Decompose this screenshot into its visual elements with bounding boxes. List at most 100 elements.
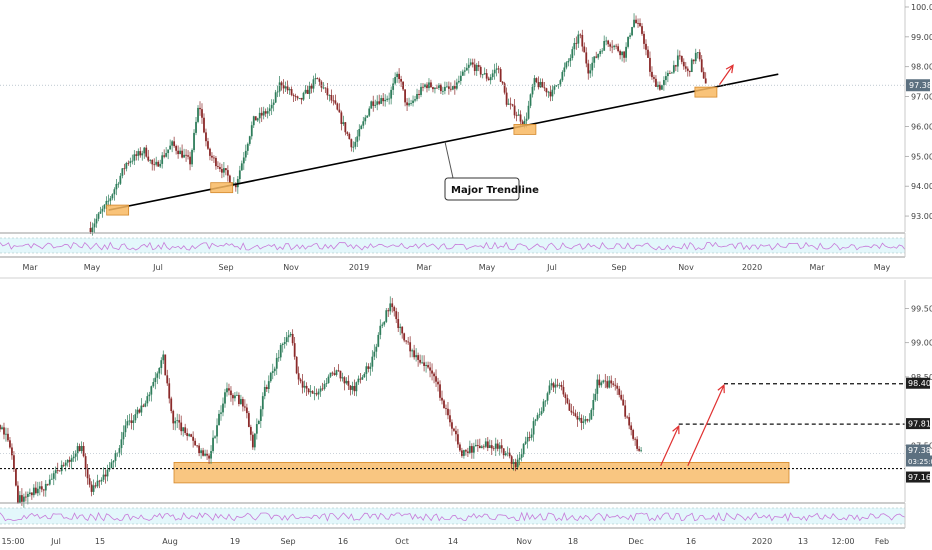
candle-body [598,379,601,386]
bottom-time-label: Aug [162,537,178,546]
candle-body [330,95,333,101]
candle-body [92,485,95,492]
candle-body [432,87,434,90]
candle-body [254,116,257,121]
candle-body [378,101,381,104]
candle-body [46,483,49,485]
top-rsi-pane[interactable] [0,232,906,258]
candle-body [457,80,460,83]
candle-body [556,384,559,386]
candle-body [351,385,354,390]
candle-body [354,141,357,147]
candle-body [471,62,474,65]
candle-body [440,84,442,92]
candle-body [590,409,593,420]
callout-leader [444,141,454,179]
candle-body [113,189,116,195]
candle-body [641,26,643,34]
candle-body [569,58,572,61]
candle-body [561,71,564,81]
candle-body [672,65,675,73]
candle-body [201,109,203,118]
candle-body [289,333,292,336]
candle-body [533,78,536,87]
candle-body [493,69,496,74]
candle-body [94,485,97,487]
candle-body [524,441,527,444]
candle-body [692,59,695,62]
candle-body [536,415,539,420]
candle-body [547,91,550,93]
candle-body [482,446,485,448]
candle-body [437,381,439,385]
candle-body [409,342,412,352]
trendline-callout[interactable]: Major Trendline [444,141,539,201]
candle-body [518,457,521,460]
candle-body [340,112,343,125]
top-y-tick-label: 97.00 [911,93,932,102]
bottom-time-label: Feb [875,537,889,546]
candle-body [248,136,251,144]
candle-body [649,57,651,72]
candle-body [242,157,245,164]
candle-body [466,451,469,453]
candle-body [52,473,55,479]
candle-body [554,384,557,388]
top-price-panel[interactable]: Major Trendline 100.00 99.00 98.00 97.00 96.… [0,0,932,236]
candle-body [639,23,641,27]
candle-body [431,370,433,374]
top-time-label: May [874,263,891,272]
candle-body [505,92,508,105]
candle-body [168,383,171,399]
bottom-price-tag-label: 97.38 [908,446,931,455]
candle-body [594,393,597,401]
candle-body [196,445,199,447]
candle-body [84,456,87,470]
candle-body [24,496,27,498]
top-projection-arrow [718,64,734,85]
candle-body [230,390,232,396]
candle-body [364,117,367,122]
candle-body [62,464,65,466]
candle-body [479,66,482,75]
candle-body [175,145,178,151]
candle-body [145,147,148,157]
top-last-price-tag [906,79,930,92]
candle-body [240,399,242,405]
candle-body [451,86,454,90]
candle-body [696,52,699,54]
candle-body [150,386,153,395]
candle-body [587,63,590,74]
candle-body [453,428,455,431]
candle-body [602,380,605,383]
candle-body [317,391,320,395]
candle-body [503,83,506,93]
bottom-time-axis: 15:00 Jul 15 Aug 19 Sep 16 Oct 14 Nov 18 Dec 16 2020 1… [1,537,889,546]
candle-body [475,64,478,72]
top-y-tick-label: 95.00 [911,152,932,161]
candle-body [490,445,493,449]
candle-body [615,45,618,47]
candle-body [372,101,375,106]
candle-body [316,78,319,79]
candle-body [100,479,103,482]
candle-body [291,333,294,344]
candle-body [545,88,548,93]
candle-body [216,425,218,437]
bottom-time-label: 15:00 [1,537,24,546]
bottom-rsi-pane[interactable] [0,502,906,529]
candle-body [278,82,281,92]
candle-body [451,422,453,429]
candle-body [176,420,179,421]
candle-body [283,342,286,344]
candle-body [7,433,9,441]
candle-body [576,416,579,420]
candle-body [269,372,272,382]
candle-body [142,405,145,407]
candle-body [358,128,361,137]
candle-body [690,59,693,73]
candle-body [558,384,561,386]
candle-body [209,148,211,156]
candle-body [279,344,282,358]
